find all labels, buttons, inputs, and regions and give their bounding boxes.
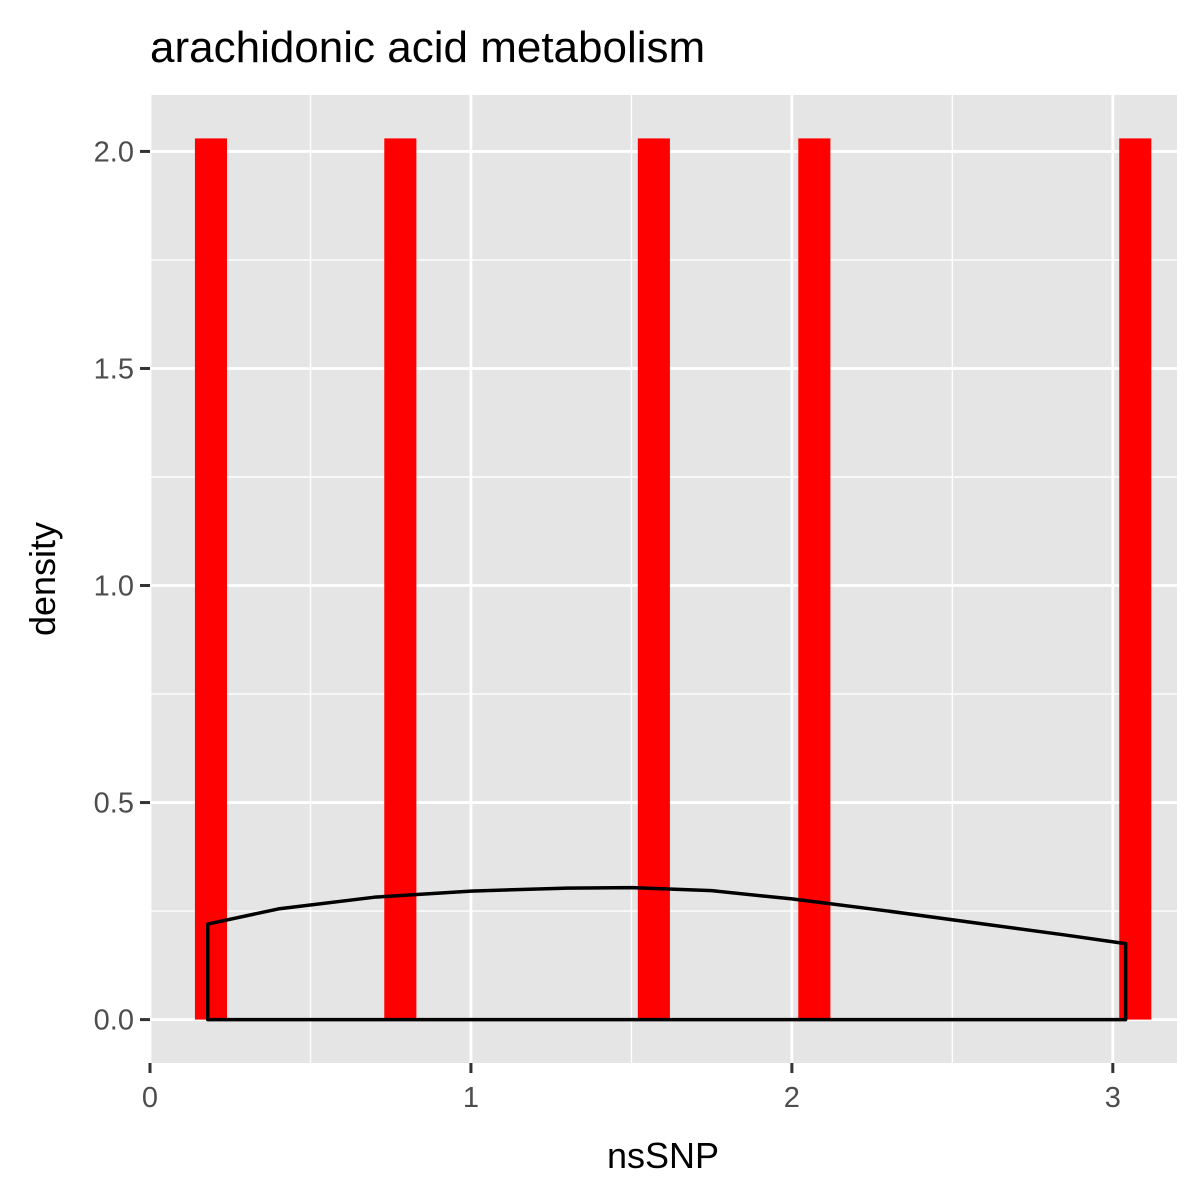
histogram-bars [194, 138, 1152, 1020]
histogram-bar [384, 138, 417, 1020]
x-tick-label: 3 [1105, 1082, 1121, 1114]
y-tick-label: 1.0 [94, 571, 134, 603]
density-curve [206, 885, 1128, 1022]
chart-title: arachidonic acid metabolism [150, 23, 705, 72]
y-tick-label: 1.5 [94, 353, 134, 385]
y-tick-label: 0.0 [94, 1005, 134, 1037]
x-tick-label: 2 [784, 1082, 800, 1114]
x-axis-title: nsSNP [607, 1135, 719, 1176]
y-tick-label: 0.5 [94, 788, 134, 820]
histogram-bar [1119, 138, 1152, 1020]
histogram-bar [637, 138, 670, 1020]
histogram-bar [798, 138, 831, 1020]
x-tick-label: 0 [142, 1082, 158, 1114]
x-axis: 0 1 2 3 [142, 1063, 1121, 1114]
y-axis-title: density [22, 522, 63, 636]
histogram-bar [194, 138, 228, 1020]
x-tick-label: 1 [463, 1082, 479, 1114]
y-tick-label: 2.0 [94, 136, 134, 168]
y-axis: 0.0 0.5 1.0 1.5 2.0 [94, 136, 150, 1037]
